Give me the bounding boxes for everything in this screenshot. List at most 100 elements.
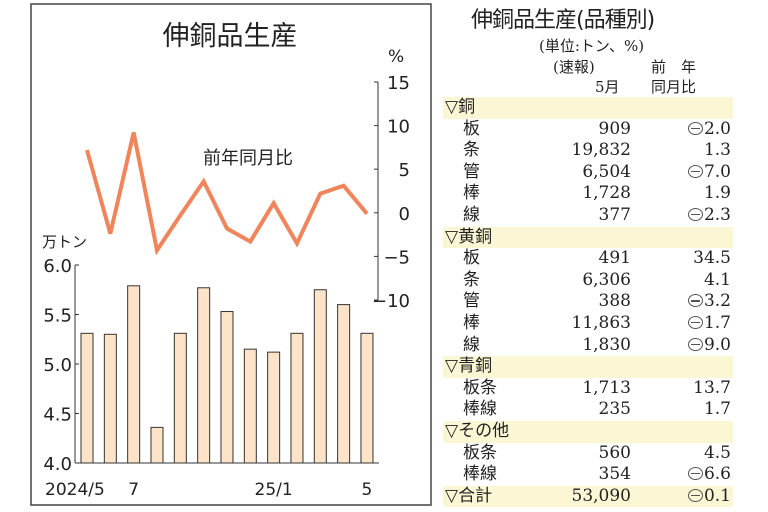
- production-value: 235: [598, 399, 631, 420]
- section-row: ▽青銅: [443, 356, 733, 378]
- production-value: 388: [598, 291, 631, 312]
- row-label: 板条: [463, 442, 497, 463]
- bar: [360, 332, 374, 464]
- yoy-value: 1.7: [703, 399, 731, 420]
- bar: [290, 332, 304, 464]
- row-label: 管: [463, 161, 480, 182]
- row-label: 棒: [463, 313, 480, 333]
- table-row: 線 377 2.3: [443, 205, 733, 227]
- yoy-value: 3.2: [703, 291, 731, 312]
- production-chart: 伸銅品生産 % 前年同月比 万トン 6.0 5.5 5.0 4.5 4.0 15 10 5 0 −…: [30, 3, 432, 506]
- table-row: 板条 1,713 13.7: [443, 378, 733, 400]
- minus-circle-icon: [687, 294, 703, 308]
- bar-unit: 万トン: [42, 233, 87, 251]
- yoy-value: 2.0: [703, 118, 731, 139]
- left-tick-label: 5.0: [43, 355, 72, 376]
- table-row: 条 19,832 1.3: [443, 140, 733, 162]
- row-label: 管: [463, 291, 480, 312]
- yoy-value: 34.5: [693, 248, 731, 269]
- bar: [173, 332, 187, 464]
- col1-header-line1: (速報): [553, 58, 595, 76]
- row-label: 線: [463, 205, 480, 225]
- row-label: ▽黄銅: [445, 226, 493, 247]
- right-tick-label: 10: [387, 117, 410, 138]
- production-value: 19,832: [571, 140, 631, 161]
- yoy-change: 2.3: [687, 205, 731, 227]
- yoy-value: 13.7: [693, 377, 731, 398]
- table-row: 板条 560 4.5: [443, 443, 733, 465]
- table-row: 棒 11,863 1.7: [443, 313, 733, 335]
- row-label: 条: [463, 269, 480, 290]
- col2-header-line2: 同月比: [651, 78, 697, 96]
- production-value: 6,504: [582, 161, 631, 182]
- bar: [103, 333, 117, 464]
- table-row: 管 388 3.2: [443, 291, 733, 313]
- yoy-value: 0.1: [703, 485, 731, 506]
- row-label: 棒: [463, 183, 480, 204]
- x-tick-label: 2024/5: [45, 480, 105, 500]
- production-value: 6,306: [582, 269, 631, 290]
- chart-title: 伸銅品生産: [163, 21, 298, 52]
- bar: [80, 332, 94, 464]
- row-label: 線: [463, 334, 480, 355]
- row-label: 板条: [463, 377, 497, 398]
- yoy-value: 4.1: [703, 269, 731, 290]
- yoy-value: 9.0: [703, 334, 731, 355]
- table-row: 管 6,504 7.0: [443, 162, 733, 184]
- x-tick-label: 5: [362, 480, 373, 500]
- right-tick-label: −10: [372, 291, 410, 312]
- table-unit: (単位:トン、%): [539, 37, 645, 55]
- row-label: ▽青銅: [445, 356, 493, 377]
- table-row: 線 1,830 9.0: [443, 335, 733, 357]
- production-value: 909: [598, 118, 631, 139]
- table-title: 伸銅品生産(品種別): [471, 8, 655, 33]
- table-row: 板 491 34.5: [443, 248, 733, 270]
- row-label: 棒線: [463, 399, 497, 420]
- left-tick-label: 6.0: [43, 256, 72, 277]
- yoy-value: 1.3: [703, 140, 731, 161]
- production-value: 1,830: [582, 334, 631, 355]
- section-row: ▽銅: [443, 97, 733, 119]
- yoy-change: 9.0: [687, 334, 731, 357]
- section-row: ▽黄銅: [443, 226, 733, 249]
- minus-circle-icon: [687, 316, 703, 329]
- right-tick-label: −5: [383, 247, 410, 268]
- line-unit: %: [388, 47, 404, 67]
- right-tick-label: 0: [399, 204, 410, 225]
- row-label: ▽合計: [445, 485, 493, 506]
- minus-circle-icon: [687, 164, 703, 178]
- bar: [337, 304, 351, 464]
- yoy-change: 7.0: [687, 161, 731, 184]
- chart-frame: [30, 3, 432, 506]
- bar: [313, 289, 327, 464]
- yoy-change: 4.5: [704, 443, 731, 465]
- yoy-change: 1.9: [704, 183, 731, 205]
- bar: [267, 351, 281, 464]
- bar: [197, 287, 211, 464]
- yoy-change: 4.1: [704, 270, 731, 292]
- yoy-value: 1.9: [703, 183, 731, 204]
- right-tick-label: 5: [399, 160, 410, 181]
- table-row: 条 6,306 4.1: [443, 270, 733, 292]
- yoy-change: 3.2: [687, 291, 731, 313]
- row-label: ▽その他: [445, 421, 510, 441]
- bar: [150, 426, 164, 464]
- row-label: 条: [463, 140, 480, 161]
- x-tick-label: 25/1: [255, 480, 293, 500]
- yoy-value: 7.0: [703, 161, 731, 182]
- production-value: 560: [598, 442, 631, 463]
- production-value: 1,713: [582, 377, 631, 398]
- production-value: 53,090: [571, 485, 631, 506]
- bar: [127, 285, 141, 464]
- minus-circle-icon: [687, 121, 703, 135]
- yoy-change: 1.7: [704, 399, 731, 421]
- yoy-value: 2.3: [703, 205, 731, 225]
- minus-circle-icon: [687, 208, 703, 221]
- table-row: 板 909 2.0: [443, 119, 733, 141]
- production-value: 491: [598, 248, 631, 269]
- bar: [220, 311, 234, 464]
- line-series-label: 前年同月比: [203, 148, 293, 169]
- row-label: 棒線: [463, 464, 497, 485]
- col2-header-line1: 前 年: [651, 58, 697, 76]
- production-value: 377: [598, 205, 631, 225]
